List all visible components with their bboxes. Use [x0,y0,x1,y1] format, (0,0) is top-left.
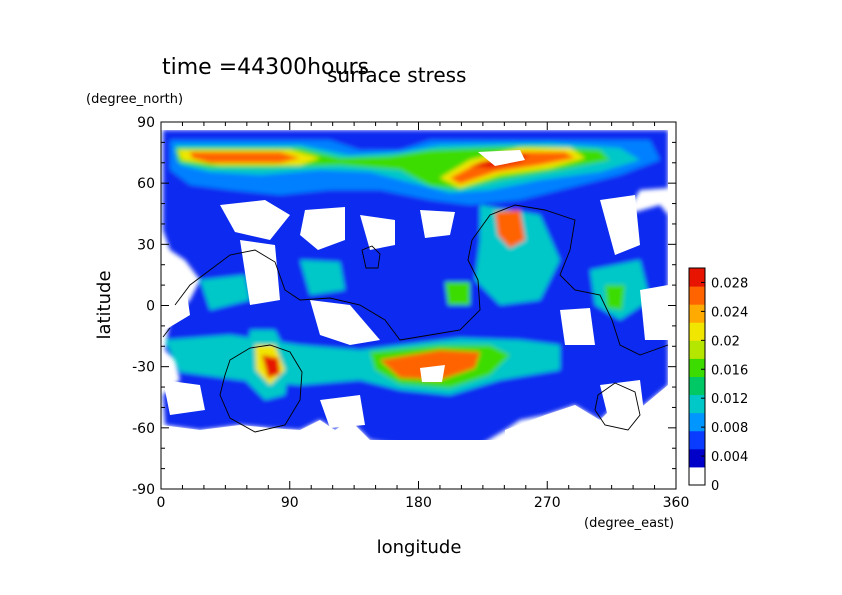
colorbar-tick-label: 0.024 [711,305,748,320]
y-tick-label: 90 [137,115,155,131]
region-mid-cyan-1 [475,205,560,305]
colorbar-segment [689,304,705,323]
x-axis: 0 90 180 270 360 [157,122,690,511]
y-tick-label: 60 [137,176,155,192]
colorbar-frame [688,267,706,486]
region-mid-orange [495,210,525,248]
x-tick-label: 180 [405,495,432,511]
contour-1 [174,204,669,356]
x-tick-label: 270 [534,495,561,511]
hole-5 [240,240,280,305]
colorbar-segment [689,448,705,468]
chart-title: surface stress [327,63,466,87]
region-south-orange [380,350,480,380]
region-orange [190,152,300,163]
hole-11 [163,380,205,415]
colorbar-tick-label: 0.02 [711,334,740,349]
hole-10 [163,280,190,330]
hole-south-edge-3 [505,385,676,440]
y-tick-label: -90 [132,482,155,498]
hole-15 [478,150,525,166]
x-tick-label: 0 [157,495,166,511]
contour-lines [162,204,669,433]
colorbar-segment [689,322,705,341]
y-tick-label: -60 [132,421,155,437]
colorbar-segment [689,412,705,432]
colorbar-tick-label: 0 [711,479,719,494]
colorbar-tick-label: 0.008 [711,421,748,436]
hole-1 [220,200,290,240]
contour-2 [219,344,303,433]
colorbar-segment [689,358,705,377]
region-mid-green-3 [605,285,625,310]
hole-3 [360,215,395,250]
y-axis: 90 60 30 0 -30 -60 -90 [132,115,676,498]
hole-south-edge [161,440,676,489]
time-label: time =44300hours [162,55,369,80]
x-tick-label: 90 [281,495,299,511]
y-axis-label: latitude [94,270,115,339]
region-orange-2 [450,152,575,184]
y-tick-label: 0 [146,299,155,315]
hole-6 [310,300,380,345]
contour-5 [162,327,171,338]
x-axis-label: longitude [377,537,462,558]
x-tick-label: 360 [663,495,690,511]
hole-13 [320,395,365,428]
colorbar-tick-label: 0.028 [711,276,748,291]
y-unit-label: (degree_north) [86,92,183,107]
colorbar-segment [689,340,705,359]
colorbar-segment [689,466,705,486]
region-mid-cyan-3 [300,260,345,295]
colorbar-segment [689,286,705,305]
colorbar: 0.028 0.024 0.02 0.016 0.012 0.008 0.004 0 [688,267,748,494]
colorbar-segment [689,394,705,414]
region-south-red [262,355,280,378]
y-tick-label: 30 [137,237,155,253]
colorbar-segment [689,268,705,287]
hole-8 [640,285,668,340]
y-tick-label: -30 [132,360,155,376]
contour-3 [594,382,641,431]
hole-9 [560,308,595,345]
heatmap-field [161,122,676,489]
colorbar-segment [689,430,705,450]
colorbar-segment [689,376,705,396]
colorbar-tick-label: 0.012 [711,392,748,407]
hole-4 [420,210,455,238]
hole-2 [300,207,345,250]
hole-14 [420,365,445,382]
x-unit-label: (degree_east) [584,516,674,531]
region-mid-cyan-4 [200,275,250,310]
region-mid-green-2 [445,282,470,305]
colorbar-tick-label: 0.004 [711,450,748,465]
hole-7 [600,195,640,255]
colorbar-tick-label: 0.016 [711,363,748,378]
contour-4 [361,245,381,269]
